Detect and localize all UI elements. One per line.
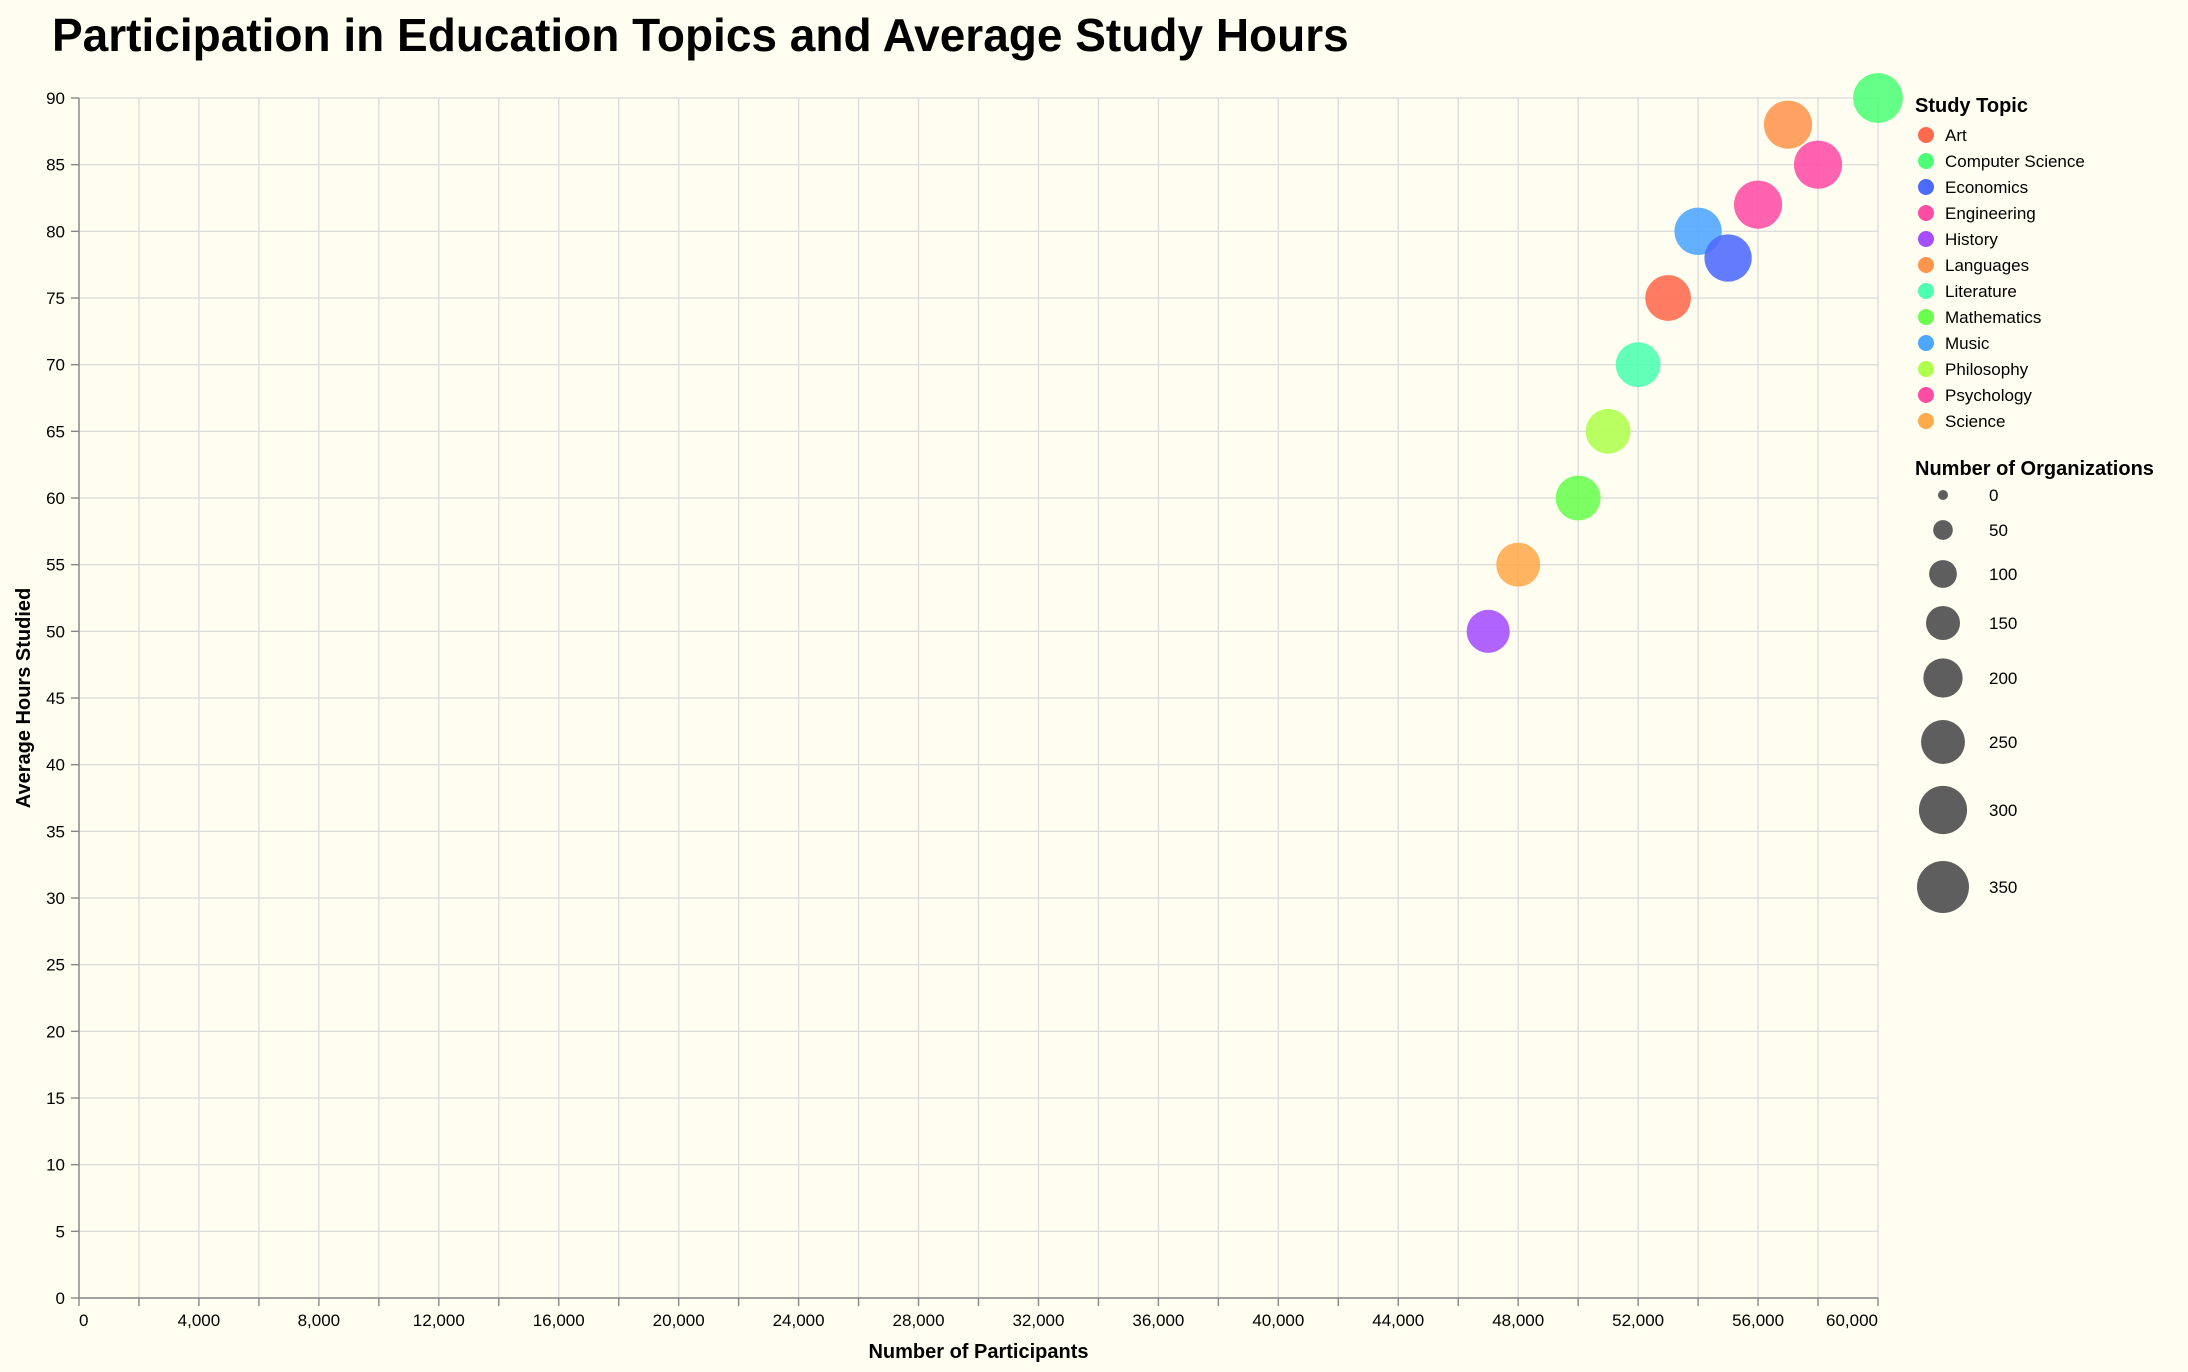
- legend-label: Science: [1945, 412, 2005, 431]
- data-point-engineering: [1733, 180, 1783, 229]
- legend-swatch: [1918, 387, 1934, 403]
- legend-size-label: 200: [1989, 669, 2017, 688]
- data-point-science: [1496, 542, 1541, 587]
- data-point-computer-science: [1853, 73, 1903, 123]
- legend-swatch: [1918, 309, 1934, 325]
- y-tick-label: 25: [46, 956, 65, 975]
- y-tick-label: 75: [46, 289, 65, 308]
- y-tick-label: 10: [46, 1156, 65, 1175]
- legend-label: Languages: [1945, 256, 2029, 275]
- legend-size-swatch: [1921, 720, 1965, 764]
- y-tick-label: 50: [46, 622, 65, 641]
- x-tick-label: 12,000: [413, 1311, 465, 1330]
- legend-color-title: Study Topic: [1915, 95, 2028, 117]
- y-tick-label: 60: [46, 489, 65, 508]
- y-tick-label: 30: [46, 889, 65, 908]
- x-tick-label: 40,000: [1252, 1311, 1304, 1330]
- legend-swatch: [1918, 153, 1934, 169]
- legend-size-label: 150: [1989, 614, 2017, 633]
- legend-swatch: [1918, 231, 1934, 247]
- y-tick-label: 20: [46, 1022, 65, 1041]
- y-tick-label: 5: [56, 1222, 65, 1241]
- legend-label: History: [1945, 230, 1998, 249]
- data-point-philosophy: [1585, 408, 1631, 454]
- y-tick-label: 80: [46, 222, 65, 241]
- x-tick-label: 48,000: [1492, 1311, 1544, 1330]
- y-tick-label: 0: [56, 1289, 65, 1308]
- legend-size-label: 350: [1989, 878, 2017, 897]
- legend-label: Computer Science: [1945, 152, 2085, 171]
- data-point-art: [1645, 275, 1691, 321]
- legend-label: Mathematics: [1945, 308, 2041, 327]
- legend-label: Engineering: [1945, 204, 2036, 223]
- y-tick-label: 55: [46, 556, 65, 575]
- y-tick-label: 90: [46, 89, 65, 108]
- y-axis-title: Average Hours Studied: [13, 588, 35, 808]
- legend-size-swatch: [1925, 605, 1961, 641]
- legend-label: Music: [1945, 334, 1990, 353]
- legend-size-swatch: [1929, 560, 1957, 588]
- chart-title: Participation in Education Topics and Av…: [52, 9, 1349, 61]
- data-points: [1466, 73, 1903, 653]
- legend-swatch: [1918, 335, 1934, 351]
- legend-swatch: [1918, 179, 1934, 195]
- x-tick-label: 8,000: [298, 1311, 341, 1330]
- x-tick-label: 32,000: [1012, 1311, 1064, 1330]
- legend-swatch: [1918, 257, 1934, 273]
- legend-swatch: [1918, 205, 1934, 221]
- x-axis-title: Number of Participants: [868, 1341, 1088, 1363]
- x-tick-label: 56,000: [1732, 1311, 1784, 1330]
- y-tick-label: 85: [46, 156, 65, 175]
- x-tick-label: 0: [79, 1311, 88, 1330]
- x-tick-label: 20,000: [653, 1311, 705, 1330]
- y-tick-label: 35: [46, 822, 65, 841]
- legend-label: Economics: [1945, 178, 2028, 197]
- legend-swatch: [1918, 361, 1934, 377]
- legend-label: Literature: [1945, 282, 2017, 301]
- data-point-history: [1466, 609, 1510, 653]
- legend-size-label: 50: [1989, 521, 2008, 540]
- legend-label: Philosophy: [1945, 360, 2029, 379]
- data-point-mathematics: [1555, 475, 1601, 521]
- x-tick-label: 24,000: [773, 1311, 825, 1330]
- legend-label: Art: [1945, 126, 1967, 145]
- x-tick-label: 52,000: [1612, 1311, 1664, 1330]
- x-tick-label: 36,000: [1132, 1311, 1184, 1330]
- y-tick-label: 45: [46, 689, 65, 708]
- data-point-languages: [1763, 100, 1813, 149]
- legend-size-swatch: [1923, 658, 1963, 698]
- x-tick-label: 4,000: [178, 1311, 221, 1330]
- legend-size-swatch: [1938, 490, 1948, 500]
- data-point-psychology: [1793, 140, 1843, 189]
- legend-size-label: 250: [1989, 733, 2017, 752]
- y-tick-label: 15: [46, 1089, 65, 1108]
- x-tick-label: 60,000: [1826, 1311, 1878, 1330]
- grid: [78, 97, 1879, 1299]
- x-axis-ticks: 0 4,000 8,000 12,000 16,000 20,000 24,000 28,00…: [78, 1298, 1879, 1330]
- legend-size-swatch: [1917, 861, 1969, 913]
- legend-size-label: 100: [1989, 565, 2017, 584]
- x-tick-label: 28,000: [893, 1311, 945, 1330]
- legend-size-label: 0: [1989, 486, 1998, 505]
- legend-size-swatch: [1933, 520, 1953, 540]
- y-tick-label: 65: [46, 422, 65, 441]
- x-tick-label: 16,000: [533, 1311, 585, 1330]
- legend-study-topic: Study Topic Art Computer Science Economics…: [1915, 95, 2085, 431]
- legend-size-label: 300: [1989, 801, 2017, 820]
- legend-label: Psychology: [1945, 386, 2032, 405]
- legend-swatch: [1918, 127, 1934, 143]
- legend-size-swatch: [1918, 785, 1968, 835]
- legend-number-of-organizations: Number of Organizations 0 50 100 150 200 250 3…: [1915, 458, 2154, 913]
- y-tick-label: 40: [46, 756, 65, 775]
- x-tick-label: 44,000: [1372, 1311, 1424, 1330]
- legend-swatch: [1918, 413, 1934, 429]
- y-axis-ticks: 0 5 10 15 20 25 30 35 40 45 50 55 60 65 70 75 80 85 90: [46, 89, 79, 1308]
- y-tick-label: 70: [46, 356, 65, 375]
- legend-size-title: Number of Organizations: [1915, 458, 2154, 480]
- legend-swatch: [1918, 283, 1934, 299]
- data-point-literature: [1615, 342, 1661, 388]
- data-point-economics: [1704, 234, 1752, 282]
